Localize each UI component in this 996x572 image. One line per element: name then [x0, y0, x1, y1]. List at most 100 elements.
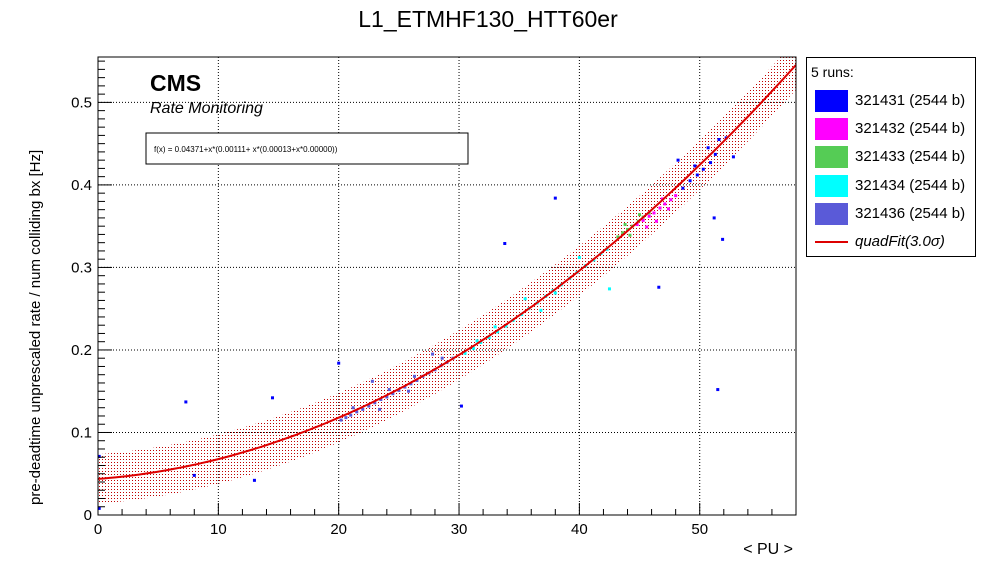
- data-point: [645, 225, 649, 229]
- data-point: [349, 413, 353, 417]
- data-point: [721, 237, 725, 241]
- data-point: [271, 396, 274, 400]
- data-point: [409, 382, 413, 386]
- data-point: [387, 388, 391, 392]
- legend-label: 321432 (2544 b): [855, 120, 966, 137]
- data-point: [479, 341, 483, 345]
- data-point: [361, 407, 365, 411]
- data-point: [475, 339, 479, 343]
- data-point: [621, 231, 625, 235]
- data-point: [98, 454, 101, 458]
- data-point: [391, 392, 395, 396]
- data-point: [378, 407, 382, 411]
- data-point: [351, 406, 355, 410]
- legend-swatch: [815, 118, 848, 140]
- data-point: [713, 152, 717, 156]
- legend-swatch: [815, 90, 848, 112]
- legend-entry-321434: 321434 (2544 b): [813, 174, 975, 198]
- data-point: [701, 167, 705, 171]
- axis-tick-labels: 0 10 20 30 40 50 0 0.1 0.2 0.3 0.4 0.5: [71, 94, 708, 538]
- data-point: [693, 164, 697, 168]
- data-point: [397, 388, 401, 392]
- fit-formula-box: [145, 132, 469, 165]
- legend-fit-line: [815, 241, 848, 243]
- axis-ticks: [97, 60, 797, 516]
- data-point: [403, 385, 407, 389]
- data-point: [373, 401, 377, 405]
- data-point: [706, 146, 710, 150]
- data-point: [652, 211, 656, 215]
- data-point: [709, 161, 713, 165]
- data-point: [695, 173, 699, 177]
- data-point: [669, 198, 673, 202]
- data-point: [676, 158, 680, 162]
- x-tick-label: 0: [94, 521, 102, 538]
- legend-entry-321432: 321432 (2544 b): [813, 117, 975, 141]
- legend-swatch: [815, 175, 848, 197]
- data-point: [337, 361, 341, 365]
- data-point: [553, 196, 557, 200]
- data-point: [654, 219, 658, 223]
- fit-formula-text: f(x) = 0.04371+x*(0.00111+ x*(0.00013+x*…: [154, 145, 338, 154]
- plot-frame: [97, 56, 797, 516]
- data-point: [184, 400, 188, 404]
- data-point: [192, 473, 196, 477]
- legend-entry-321433: 321433 (2544 b): [813, 145, 975, 169]
- data-point: [252, 478, 256, 482]
- data-point: [413, 374, 417, 378]
- data-point: [657, 285, 661, 289]
- fit-band: [98, 57, 796, 504]
- rate-monitoring-label: Rate Monitoring: [150, 100, 263, 117]
- legend-entry-quadfit: quadFit(3.0σ): [813, 230, 975, 254]
- data-point: [577, 256, 581, 260]
- data-point: [663, 202, 667, 206]
- data-point: [487, 336, 491, 340]
- data-point: [503, 242, 507, 246]
- legend-label: quadFit(3.0σ): [855, 233, 945, 250]
- data-point: [712, 216, 716, 220]
- y-axis-label: pre-deadtime unprescaled rate / num coll…: [27, 150, 44, 505]
- y-tick-label: 0.3: [71, 259, 92, 276]
- data-point: [504, 324, 508, 328]
- legend-label: 321436 (2544 b): [855, 205, 966, 222]
- y-tick-label: 0: [84, 507, 92, 524]
- legend: 5 runs: 321431 (2544 b) 321432 (2544 b) …: [806, 57, 976, 257]
- data-point: [674, 194, 678, 198]
- legend-entry-321436: 321436 (2544 b): [813, 202, 975, 226]
- fit-band-area: [98, 57, 796, 504]
- data-point: [406, 389, 410, 393]
- x-tick-label: 50: [691, 521, 708, 538]
- data-point: [635, 223, 639, 227]
- data-point: [344, 416, 348, 420]
- legend-label: 321434 (2544 b): [855, 177, 966, 194]
- data-point: [681, 186, 685, 190]
- legend-swatch: [815, 146, 848, 168]
- y-tick-label: 0.5: [71, 94, 92, 111]
- legend-entry-321431: 321431 (2544 b): [813, 89, 975, 113]
- data-point: [415, 378, 419, 382]
- data-point: [523, 297, 527, 301]
- y-tick-label: 0.2: [71, 342, 92, 359]
- data-point: [628, 233, 632, 237]
- data-point: [496, 330, 500, 334]
- fit-curve: [98, 64, 796, 480]
- data-point: [716, 388, 720, 392]
- legend-label: 321431 (2544 b): [855, 92, 966, 109]
- data-point: [379, 397, 383, 401]
- data-point: [607, 287, 611, 291]
- x-tick-label: 30: [451, 521, 468, 538]
- cms-label: CMS: [150, 70, 201, 96]
- data-point: [666, 207, 670, 211]
- data-point: [623, 223, 627, 227]
- data-point: [355, 410, 359, 414]
- legend-label: 321433 (2544 b): [855, 148, 966, 165]
- data-point: [440, 356, 444, 360]
- data-point: [493, 325, 497, 329]
- data-point: [658, 206, 662, 210]
- legend-swatch: [815, 203, 848, 225]
- x-axis-label: < PU >: [743, 541, 793, 558]
- data-point: [385, 395, 389, 399]
- data-point: [463, 351, 467, 355]
- fit-line: [98, 64, 796, 480]
- data-point: [367, 404, 371, 408]
